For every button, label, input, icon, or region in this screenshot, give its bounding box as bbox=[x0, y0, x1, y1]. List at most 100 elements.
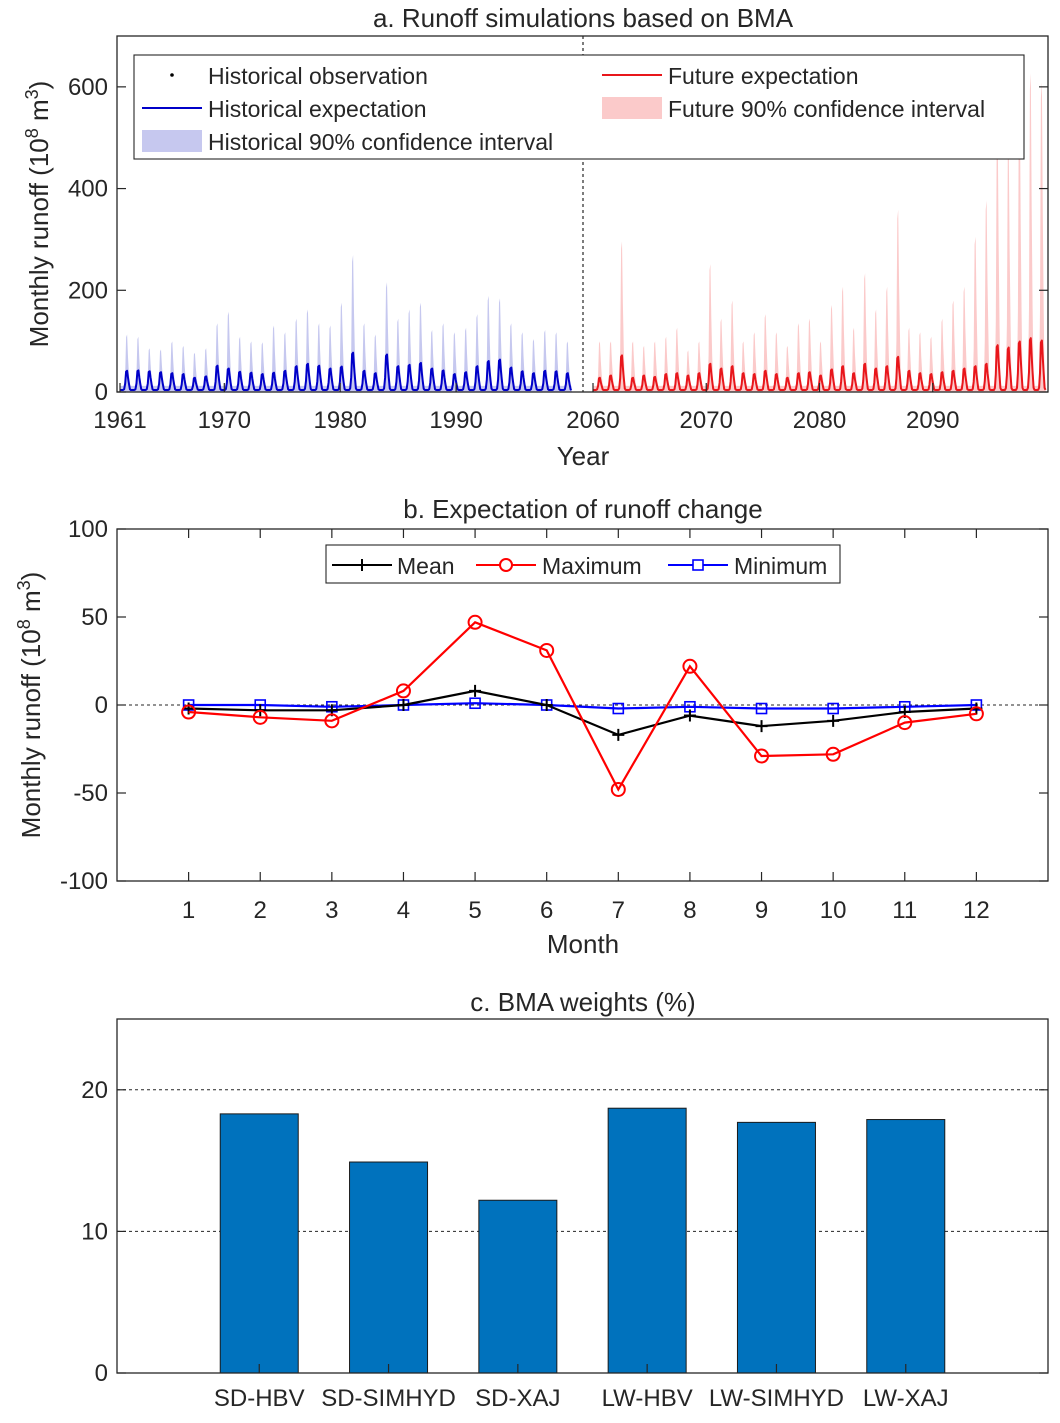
point-maximum bbox=[610, 781, 626, 797]
bar-sd-hbv bbox=[219, 1113, 299, 1374]
panel-a-y-ticks: 0 200 400 600 bbox=[68, 74, 1048, 406]
panel-c-title: c. BMA weights (%) bbox=[470, 987, 695, 1017]
legend-historical-expectation: Historical expectation bbox=[208, 96, 427, 122]
panel-a-series bbox=[120, 73, 1047, 392]
panel-a-axes-box bbox=[116, 35, 1049, 393]
legend-minimum: Minimum bbox=[734, 553, 827, 579]
point-minimum bbox=[827, 702, 839, 715]
x-tick-label: 1980 bbox=[314, 407, 367, 434]
panel-b-y-ticks: -100 -50 0 50 100 bbox=[60, 516, 1048, 895]
x-tick-label: 1 bbox=[182, 897, 195, 924]
y-tick-label: 200 bbox=[68, 277, 108, 304]
point-mean bbox=[397, 699, 410, 711]
panel-b-runoff-change: b. Expectation of runoff change -100 -50 0… bbox=[14, 494, 1049, 959]
point-minimum bbox=[755, 702, 768, 715]
panel-b-x-axis-label: Month bbox=[547, 929, 619, 959]
legend-historical-observation: Historical observation bbox=[208, 63, 428, 89]
x-tick-label: 5 bbox=[468, 897, 481, 924]
panel-b-legend: Mean Maximum Minimum bbox=[325, 544, 841, 584]
x-tick-label: 4 bbox=[397, 897, 410, 924]
y-tick-label: 50 bbox=[81, 604, 108, 631]
legend-future-expectation: Future expectation bbox=[668, 63, 859, 89]
y-tick-label: -100 bbox=[60, 868, 108, 895]
point-minimum bbox=[612, 702, 625, 715]
y-tick-label: 600 bbox=[68, 74, 108, 101]
x-tick-label: 1970 bbox=[198, 407, 251, 434]
y-tick-label: 10 bbox=[81, 1218, 108, 1245]
point-mean bbox=[612, 728, 625, 741]
y-tick-label: 0 bbox=[95, 692, 108, 719]
panel-c-axes-box bbox=[116, 1018, 1049, 1374]
point-minimum bbox=[469, 697, 481, 710]
x-tick-label: 2 bbox=[254, 897, 267, 924]
panel-b-legend-box bbox=[325, 544, 841, 584]
panel-a-y-axis-label: Monthly runoff (108 m3) bbox=[22, 81, 54, 348]
x-tick-label: 1961 bbox=[93, 407, 146, 434]
y-tick-label: -50 bbox=[73, 780, 108, 807]
y-tick-label: 400 bbox=[68, 176, 108, 203]
point-mean bbox=[683, 709, 696, 722]
panel-c-y-ticks: 0 10 20 bbox=[81, 1077, 1048, 1387]
bar-lw-xaj bbox=[866, 1119, 946, 1374]
legend-mean-marker bbox=[356, 559, 368, 571]
point-mean bbox=[540, 699, 553, 711]
panel-a-legend: Historical observation Historical expect… bbox=[133, 54, 1025, 160]
point-maximum bbox=[825, 746, 841, 762]
point-maximum bbox=[467, 614, 483, 630]
point-maximum bbox=[539, 642, 555, 658]
panel-a-runoff-simulations: a. Runoff simulations based on BMA 0 200 4… bbox=[22, 3, 1049, 471]
legend-mean: Mean bbox=[397, 553, 455, 579]
point-maximum bbox=[324, 713, 340, 729]
x-tick-label: SD-XAJ bbox=[475, 1385, 560, 1412]
series-line-mean bbox=[188, 689, 977, 737]
point-mean bbox=[755, 720, 768, 733]
panel-b-x-ticks: 1 2 3 4 5 6 7 8 9 10 11 12 bbox=[182, 529, 990, 924]
x-tick-label: 12 bbox=[963, 897, 990, 924]
x-tick-label: 2090 bbox=[906, 407, 959, 434]
legend-historical-ci: Historical 90% confidence interval bbox=[208, 129, 553, 155]
point-mean bbox=[469, 684, 482, 697]
legend-obs-marker bbox=[170, 73, 174, 77]
legend-maximum: Maximum bbox=[542, 553, 642, 579]
x-tick-label: 7 bbox=[612, 897, 625, 924]
x-tick-label: 3 bbox=[325, 897, 338, 924]
legend-maximum-marker bbox=[499, 558, 513, 572]
x-tick-label: 9 bbox=[755, 897, 768, 924]
x-tick-label: LW-XAJ bbox=[863, 1385, 949, 1412]
point-maximum bbox=[897, 715, 913, 731]
y-tick-label: 0 bbox=[95, 379, 108, 406]
panel-b-y-axis-label: Monthly runoff (108 m3) bbox=[14, 572, 46, 839]
x-tick-label: 2070 bbox=[680, 407, 733, 434]
legend-hist-ci-swatch bbox=[142, 130, 202, 152]
x-tick-label: 2060 bbox=[566, 407, 619, 434]
point-maximum bbox=[754, 748, 770, 764]
x-tick-label: LW-HBV bbox=[602, 1385, 693, 1412]
x-tick-label: 10 bbox=[820, 897, 847, 924]
panel-c-bma-weights: c. BMA weights (%) 0 10 20 SD-HBV SD-SIMHYD… bbox=[81, 987, 1049, 1412]
x-tick-label: SD-SIMHYD bbox=[321, 1385, 456, 1412]
x-tick-label: SD-HBV bbox=[214, 1385, 305, 1412]
historical-ci-band bbox=[120, 255, 572, 392]
bar-lw-simhyd bbox=[736, 1121, 816, 1374]
y-tick-label: 0 bbox=[95, 1360, 108, 1387]
panel-a-x-ticks: 1961 1970 1980 1990 2060 2070 2080 2090 bbox=[93, 383, 959, 434]
panel-a-legend-box bbox=[133, 54, 1025, 160]
point-maximum bbox=[252, 709, 268, 725]
bar-lw-hbv bbox=[607, 1107, 687, 1374]
legend-future-ci-swatch bbox=[602, 97, 662, 119]
panel-c-bars bbox=[219, 1107, 946, 1374]
bar-sd-simhyd bbox=[349, 1161, 429, 1374]
bar-sd-xaj bbox=[478, 1199, 558, 1374]
panel-a-x-axis-label: Year bbox=[557, 441, 610, 471]
x-tick-label: 6 bbox=[540, 897, 553, 924]
panel-b-series bbox=[181, 614, 984, 797]
panel-b-title: b. Expectation of runoff change bbox=[403, 494, 762, 524]
future-expectation-line bbox=[593, 337, 1047, 391]
panel-a-title: a. Runoff simulations based on BMA bbox=[373, 3, 794, 33]
x-tick-label: 8 bbox=[683, 897, 696, 924]
x-tick-label: 1990 bbox=[429, 407, 482, 434]
x-tick-label: 11 bbox=[892, 897, 917, 924]
legend-minimum-marker bbox=[692, 559, 704, 571]
x-tick-label: 2080 bbox=[793, 407, 846, 434]
